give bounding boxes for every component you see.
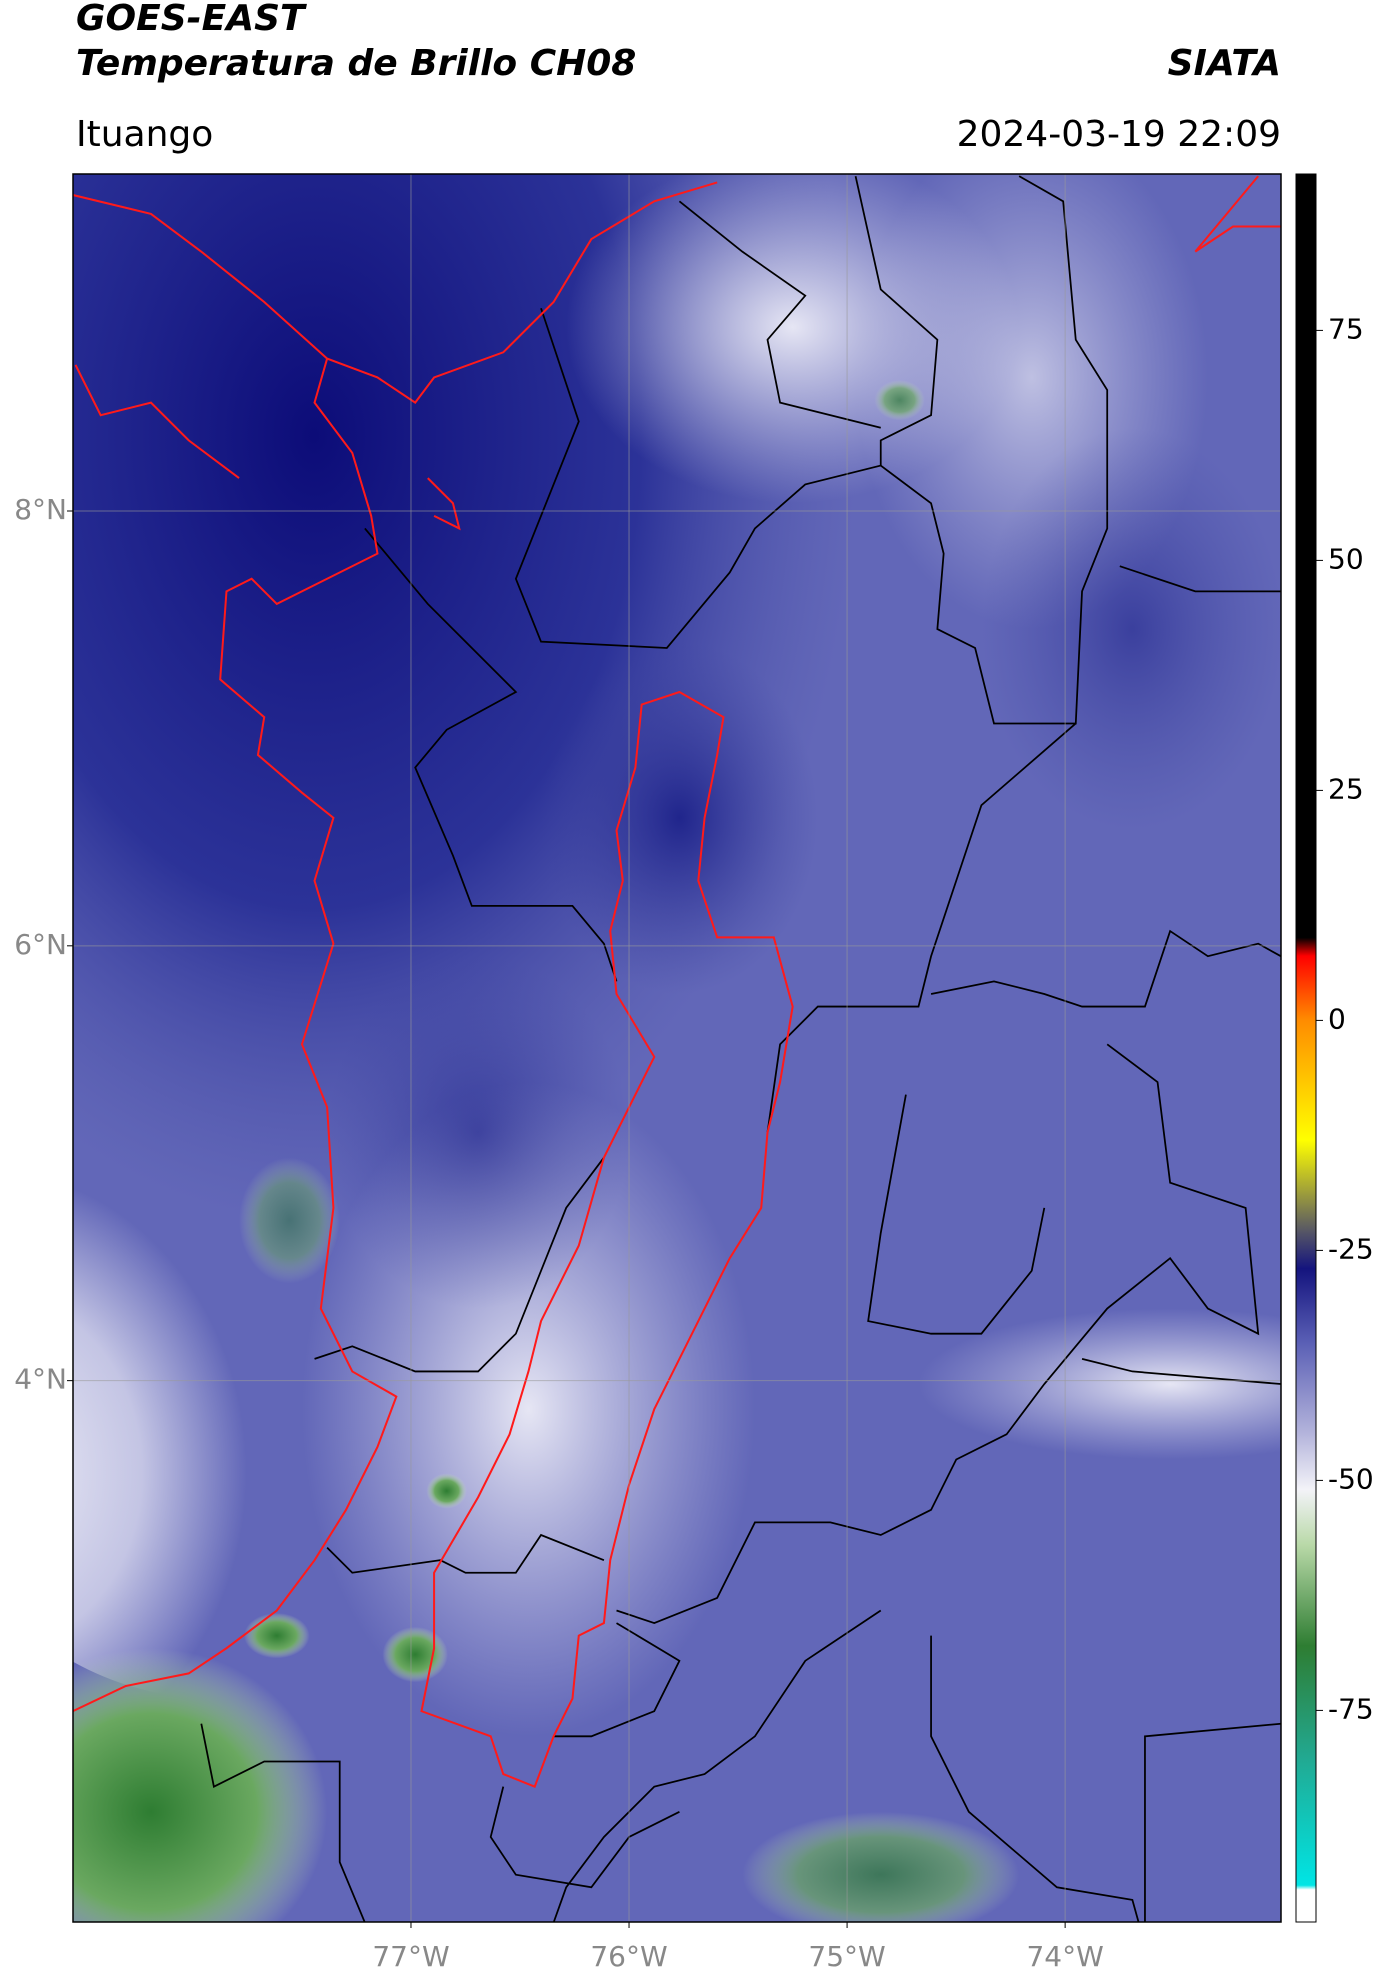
- map-image: [73, 174, 1281, 1922]
- source: SIATA: [1168, 43, 1281, 84]
- colorbar-tick-label: -25: [1328, 1232, 1374, 1265]
- colorbar-tick-label: 75: [1328, 312, 1364, 345]
- x-tick-label: 75°W: [808, 1940, 885, 1973]
- colorbar-tick-label: -75: [1328, 1692, 1374, 1725]
- y-tick-label: 6°N: [14, 928, 67, 961]
- y-tick-label: 8°N: [14, 493, 67, 526]
- subtitle: Temperatura de Brillo CH08: [76, 43, 636, 84]
- colorbar-tick-label: 50: [1328, 542, 1364, 575]
- colorbar: [1296, 174, 1316, 1922]
- colorbar-tick-label: 0: [1328, 1002, 1346, 1035]
- map-frame: [72, 173, 1282, 1923]
- colorbar-frame: [1295, 173, 1317, 1923]
- colorbar-tick-label: 25: [1328, 772, 1364, 805]
- x-tick-label: 77°W: [372, 1940, 449, 1973]
- location: Ituango: [76, 114, 213, 155]
- x-tick-label: 76°W: [590, 1940, 667, 1973]
- y-tick-label: 4°N: [14, 1363, 67, 1396]
- colorbar-tick-label: -50: [1328, 1462, 1374, 1495]
- x-tick-label: 74°W: [1026, 1940, 1103, 1973]
- datetime: 2024-03-19 22:09: [957, 114, 1281, 155]
- title: GOES-EAST: [76, 0, 307, 39]
